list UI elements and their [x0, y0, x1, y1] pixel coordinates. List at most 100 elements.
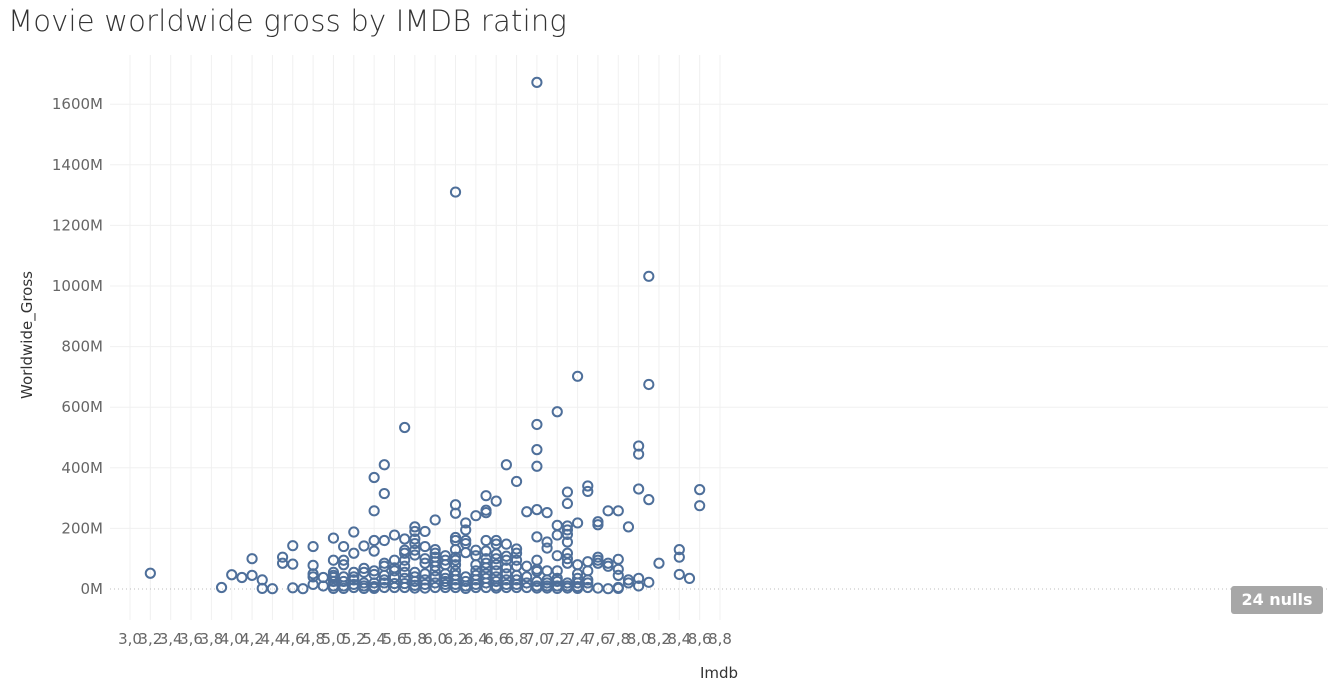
x-tick-label: 7,6	[586, 630, 610, 648]
data-point	[633, 572, 645, 584]
data-point	[368, 471, 380, 484]
data-point	[399, 554, 411, 566]
data-point	[276, 557, 289, 569]
grid-lines	[110, 55, 1328, 620]
data-point	[449, 554, 462, 566]
x-tick-label: 5,2	[342, 630, 366, 648]
data-point	[551, 529, 563, 541]
data-point	[694, 484, 706, 496]
data-point	[490, 559, 502, 571]
data-point	[612, 505, 624, 517]
data-point	[480, 562, 492, 574]
data-point	[480, 577, 492, 589]
data-point	[643, 270, 655, 282]
data-point	[490, 565, 502, 577]
x-tick-label: 3,8	[199, 630, 223, 648]
data-point	[582, 485, 594, 498]
data-point	[287, 558, 299, 570]
data-point	[633, 580, 645, 592]
x-tick-label: 3,0	[118, 630, 142, 648]
x-tick-label: 3,4	[159, 630, 183, 648]
data-point	[500, 550, 512, 562]
data-point	[643, 494, 655, 506]
data-point	[429, 560, 441, 572]
data-point	[510, 475, 523, 488]
data-point	[358, 566, 370, 578]
data-point	[510, 547, 523, 559]
data-point	[449, 559, 462, 571]
y-tick-label: 1600M	[52, 95, 103, 113]
data-point	[429, 544, 441, 556]
data-point	[266, 583, 279, 595]
y-tick-label: 1000M	[52, 277, 103, 295]
data-point	[388, 565, 401, 577]
data-point	[470, 544, 482, 556]
data-point	[409, 549, 421, 561]
data-point	[490, 582, 502, 594]
x-tick-label: 8,8	[708, 630, 732, 648]
data-point	[378, 487, 390, 500]
y-tick-label: 200M	[61, 519, 103, 537]
nulls-badge[interactable]: 24 nulls	[1231, 586, 1323, 614]
data-point	[307, 571, 319, 583]
data-point	[561, 528, 574, 541]
data-point	[388, 529, 401, 541]
data-point	[633, 440, 645, 452]
data-point	[551, 565, 563, 577]
data-point	[510, 554, 523, 566]
data-point	[541, 507, 553, 519]
data-point	[643, 378, 655, 391]
data-points	[144, 76, 706, 595]
data-point	[399, 547, 411, 559]
data-point	[500, 459, 512, 471]
x-tick-label: 5,4	[362, 630, 386, 648]
data-point	[144, 567, 156, 579]
y-tick-label: 600M	[61, 398, 103, 416]
data-point	[449, 574, 462, 586]
data-point	[571, 517, 584, 529]
data-point	[338, 559, 350, 571]
data-point	[622, 521, 635, 533]
data-point	[571, 582, 584, 594]
data-point	[602, 560, 614, 572]
x-axis-label: Imdb	[700, 664, 738, 682]
data-point	[571, 370, 584, 382]
data-point	[338, 575, 350, 588]
data-point	[592, 519, 604, 531]
data-point	[419, 525, 431, 538]
x-tick-label: 6,6	[484, 630, 508, 648]
x-tick-label: 6,8	[505, 630, 529, 648]
data-point	[592, 582, 604, 594]
data-point	[510, 574, 523, 586]
data-point	[419, 557, 431, 569]
data-point	[612, 563, 624, 575]
data-point	[419, 568, 431, 580]
data-point	[510, 543, 523, 555]
data-point	[480, 507, 492, 519]
data-point	[460, 547, 472, 559]
data-point	[470, 510, 482, 522]
data-point	[358, 540, 370, 552]
x-tick-label: 4,6	[281, 630, 305, 648]
data-point	[246, 553, 258, 565]
data-point	[338, 582, 350, 594]
data-point	[236, 571, 248, 584]
data-point	[409, 544, 421, 556]
data-point	[399, 421, 411, 434]
data-point	[531, 444, 543, 456]
data-point	[673, 551, 685, 563]
data-point	[338, 540, 350, 553]
data-point	[449, 581, 462, 594]
data-point	[612, 582, 624, 594]
data-point	[429, 514, 441, 526]
data-point	[541, 565, 553, 577]
x-tick-label: 8,2	[647, 630, 671, 648]
x-tick-label: 4,4	[260, 630, 284, 648]
data-point	[490, 495, 502, 507]
data-point	[449, 186, 462, 198]
data-point	[500, 562, 512, 574]
y-tick-label: 0M	[81, 580, 104, 598]
data-point	[531, 504, 543, 516]
data-point	[470, 559, 482, 571]
data-point	[409, 575, 421, 588]
